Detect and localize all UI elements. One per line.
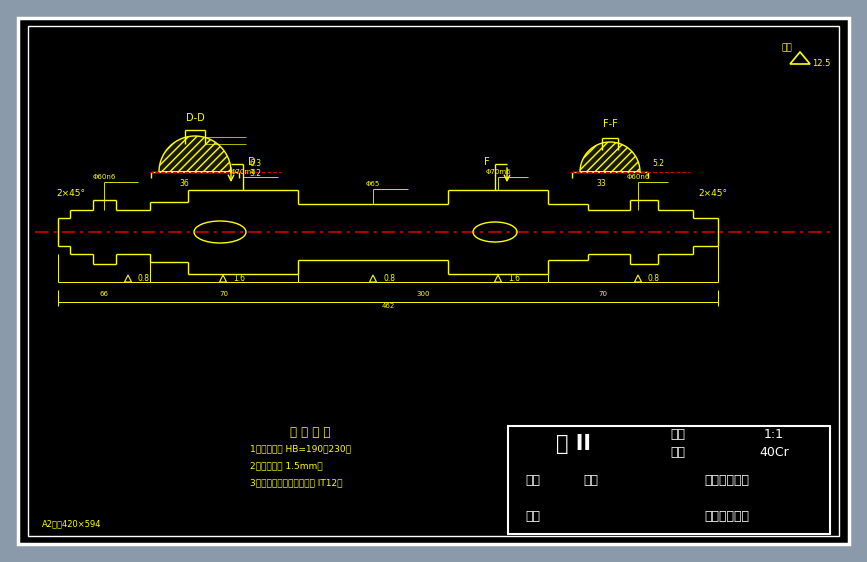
Text: 33: 33 [596, 179, 606, 188]
Text: 12.5: 12.5 [812, 60, 831, 69]
Text: 其余: 其余 [782, 43, 792, 52]
Text: 3.2: 3.2 [249, 170, 261, 179]
Text: 技 术 要 求: 技 术 要 求 [290, 425, 330, 438]
Polygon shape [580, 142, 640, 172]
Text: A2图纸420×594: A2图纸420×594 [42, 519, 101, 528]
Text: Φ60n6: Φ60n6 [92, 174, 115, 180]
Text: 6.3: 6.3 [249, 160, 261, 169]
Text: 陕西理工学院: 陕西理工学院 [704, 474, 749, 487]
Text: 比例: 比例 [670, 428, 686, 442]
Text: D: D [248, 157, 256, 167]
Text: 36: 36 [179, 179, 189, 188]
Text: 462: 462 [381, 303, 394, 309]
Text: 审核: 审核 [525, 510, 540, 523]
Text: D-D: D-D [186, 113, 205, 123]
Text: 材料: 材料 [670, 446, 686, 460]
Text: 设计: 设计 [525, 474, 540, 487]
Text: 0.8: 0.8 [138, 274, 150, 283]
Text: 0.8: 0.8 [648, 274, 660, 283]
Text: 1.6: 1.6 [233, 274, 245, 283]
Text: 1.6: 1.6 [508, 274, 520, 283]
Text: 1、调质处理 HB=190～230；: 1、调质处理 HB=190～230； [250, 445, 351, 454]
Text: 0.8: 0.8 [383, 274, 395, 283]
Text: 3、未注尺寸尺差处精度为 IT12。: 3、未注尺寸尺差处精度为 IT12。 [250, 478, 342, 487]
Text: 66: 66 [100, 291, 108, 297]
Text: Φ65: Φ65 [366, 181, 380, 187]
Polygon shape [159, 136, 231, 172]
Text: 300: 300 [416, 291, 430, 297]
Text: 轴 II: 轴 II [556, 434, 590, 454]
Text: F: F [485, 157, 490, 167]
Bar [508, 426, 830, 534]
Text: 2×45°: 2×45° [698, 189, 727, 198]
Text: 70: 70 [598, 291, 608, 297]
Text: 5.2: 5.2 [652, 160, 664, 169]
Text: 邹虎: 邹虎 [583, 474, 598, 487]
Text: F-F: F-F [603, 119, 617, 129]
Text: Φ60n6: Φ60n6 [626, 174, 649, 180]
Text: 1:1: 1:1 [764, 428, 784, 442]
Text: 成人教育学院: 成人教育学院 [704, 510, 749, 523]
Text: Φ70m6: Φ70m6 [230, 169, 256, 175]
Text: Φ70m6: Φ70m6 [486, 169, 511, 175]
Text: 2×45°: 2×45° [56, 189, 85, 198]
Text: 2、圆角半径 1.5mm；: 2、圆角半径 1.5mm； [250, 461, 323, 470]
Text: 40Cr: 40Cr [759, 446, 789, 460]
Text: 70: 70 [219, 291, 229, 297]
